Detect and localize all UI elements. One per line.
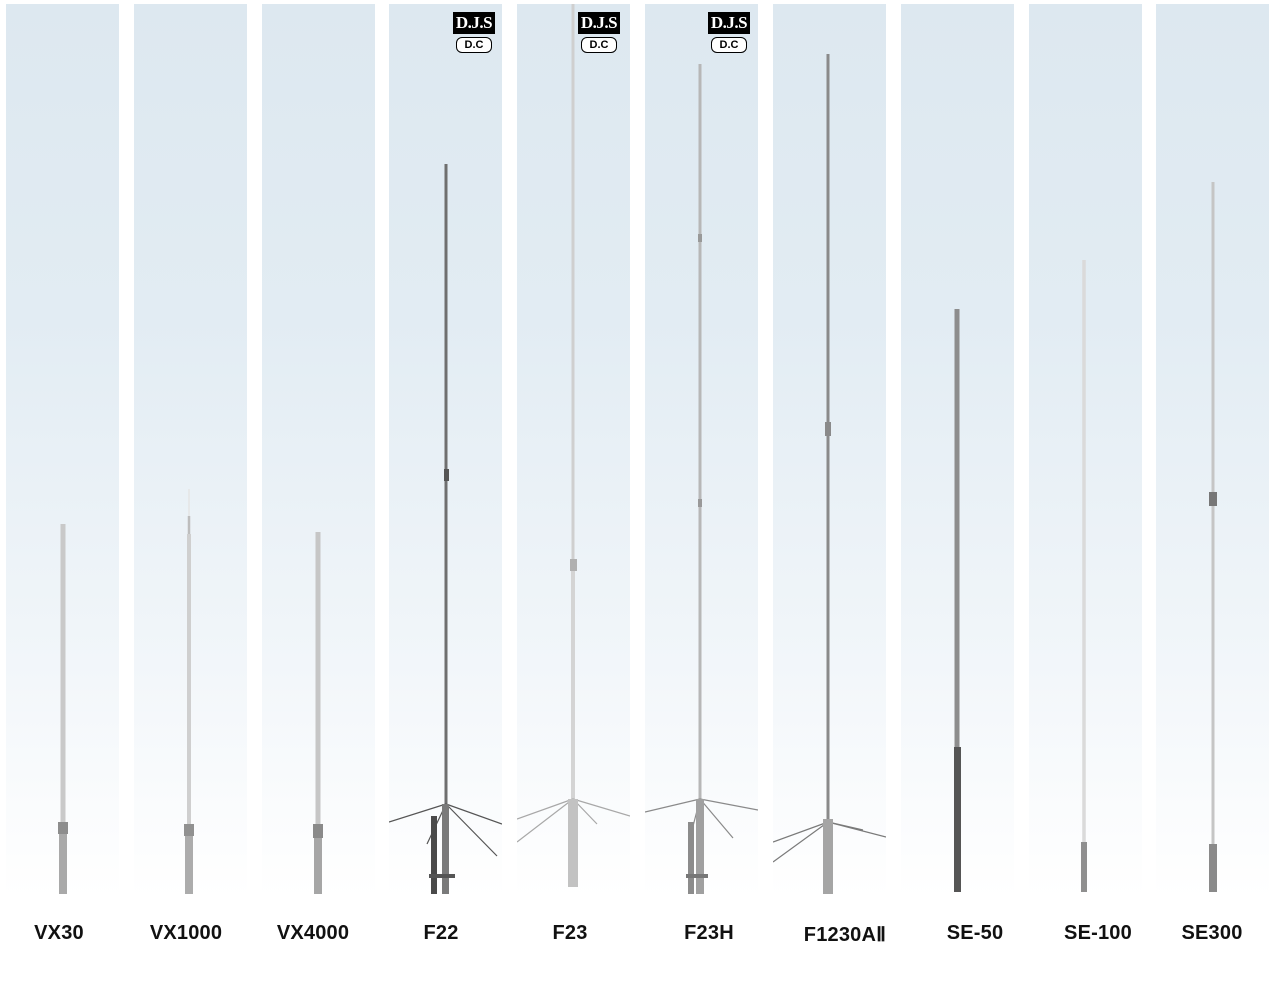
product-panel-f22[interactable]: D.J.S D.C (389, 4, 502, 897)
antenna-image-f23h (645, 64, 758, 894)
djs-badge-label: D.J.S (708, 12, 750, 34)
djs-badge: D.J.S D.C (453, 12, 495, 53)
product-label-f23[interactable]: F23 (552, 922, 588, 944)
product-panel-f23h[interactable]: D.J.S D.C (645, 4, 758, 897)
product-label-f1230a2[interactable]: F1230AⅡ (803, 924, 887, 946)
antenna-image-se50 (954, 309, 961, 892)
product-label-vx30[interactable]: VX30 (34, 922, 84, 944)
antenna-image-f23 (517, 4, 630, 887)
djs-badge: D.J.S D.C (578, 12, 620, 53)
antenna-image-vx30 (58, 524, 68, 894)
antenna-image-vx1000 (184, 489, 194, 894)
product-panel-vx1000[interactable] (134, 4, 247, 897)
dc-badge-label: D.C (711, 37, 747, 53)
product-panel-se100[interactable] (1029, 4, 1142, 897)
product-panel-f23[interactable]: D.J.S D.C (517, 4, 630, 897)
product-label-se300[interactable]: SE300 (1181, 922, 1243, 944)
antenna-image-f1230a2 (773, 54, 886, 894)
product-panel-se300[interactable] (1156, 4, 1269, 897)
djs-badge-label: D.J.S (453, 12, 495, 34)
djs-badge-label: D.J.S (578, 12, 620, 34)
djs-badge: D.J.S D.C (708, 12, 750, 53)
dc-badge-label: D.C (581, 37, 617, 53)
dc-badge-label: D.C (456, 37, 492, 53)
product-label-se50[interactable]: SE-50 (946, 922, 1004, 944)
product-panel-se50[interactable] (901, 4, 1014, 897)
product-label-f22[interactable]: F22 (423, 922, 459, 944)
product-label-f23h[interactable]: F23H (684, 922, 734, 944)
product-panel-vx30[interactable] (6, 4, 119, 897)
product-label-vx1000[interactable]: VX1000 (149, 922, 223, 944)
product-panel-vx4000[interactable] (262, 4, 375, 897)
antenna-image-vx4000 (313, 532, 323, 894)
product-panel-f1230a2[interactable] (773, 4, 886, 897)
product-label-se100[interactable]: SE-100 (1064, 922, 1132, 944)
antenna-image-se100 (1081, 260, 1087, 892)
product-label-vx4000[interactable]: VX4000 (276, 922, 350, 944)
antenna-image-f22 (389, 164, 502, 894)
antenna-image-se300 (1209, 182, 1217, 892)
